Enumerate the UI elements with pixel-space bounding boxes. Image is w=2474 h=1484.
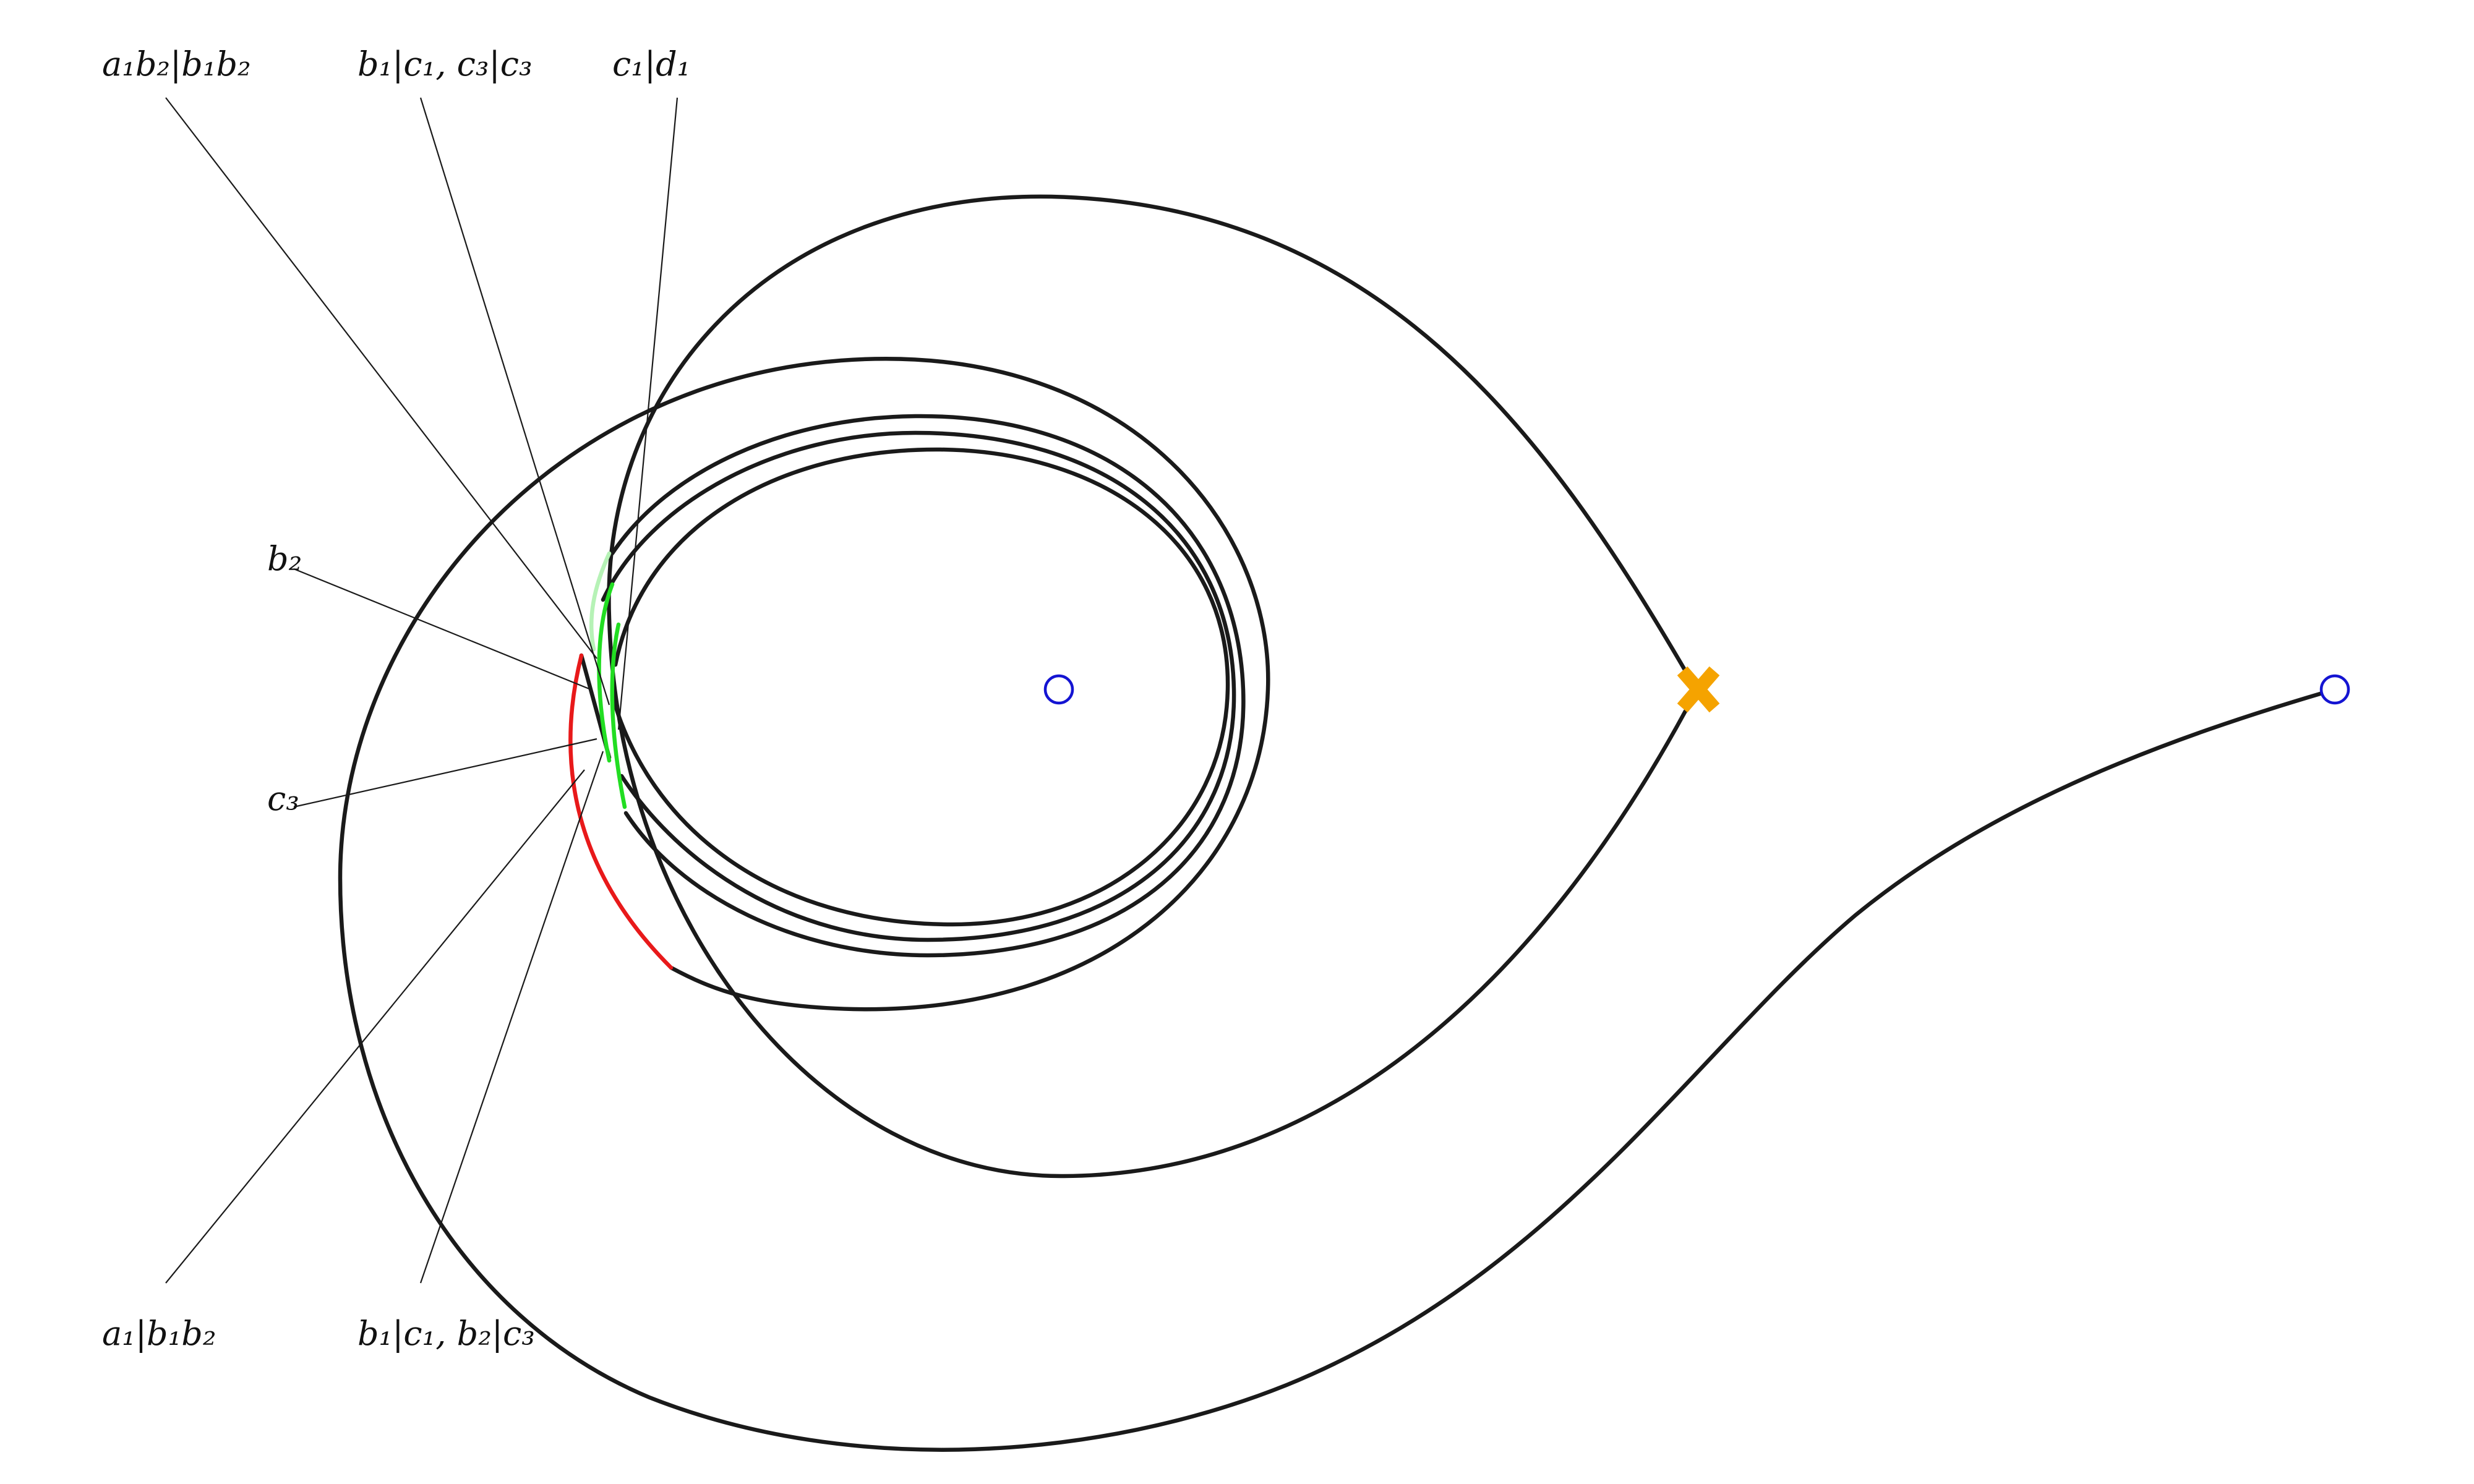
label-top-3: c₁|d₁	[612, 45, 690, 83]
left-circle-marker	[1043, 674, 1074, 705]
right-circle-marker	[2319, 674, 2350, 705]
leader-top-3	[617, 97, 678, 730]
green-arc-outer	[597, 582, 615, 763]
green-arc-inner	[610, 622, 627, 809]
leader-bottom-2	[419, 751, 604, 1284]
cross-marker	[1677, 666, 1720, 713]
label-bottom-1: a₁|b₁b₂	[102, 1314, 216, 1353]
leader-left-1	[293, 568, 591, 691]
inner-loop-middle	[601, 430, 1236, 942]
outer-spiral-curve	[338, 356, 2337, 1452]
leader-left-2	[293, 738, 597, 808]
label-top-1: a₁b₂|b₁b₂	[102, 45, 251, 83]
inner-loop-outer	[610, 414, 1246, 958]
light-green-arc	[589, 551, 612, 652]
label-bottom-2: b₁|c₁, b₂|c₃	[357, 1314, 535, 1353]
label-left-1: b₂	[267, 539, 302, 578]
label-left-2: c₃	[267, 779, 299, 818]
leader-top-1	[165, 97, 597, 659]
leader-top-2	[419, 97, 610, 706]
teardrop-loop	[607, 194, 1688, 1179]
inner-loop-inner	[610, 447, 1230, 927]
leader-bottom-1	[165, 769, 585, 1284]
red-arc	[568, 653, 674, 970]
label-top-2: b₁|c₁, c₃|c₃	[357, 45, 533, 83]
